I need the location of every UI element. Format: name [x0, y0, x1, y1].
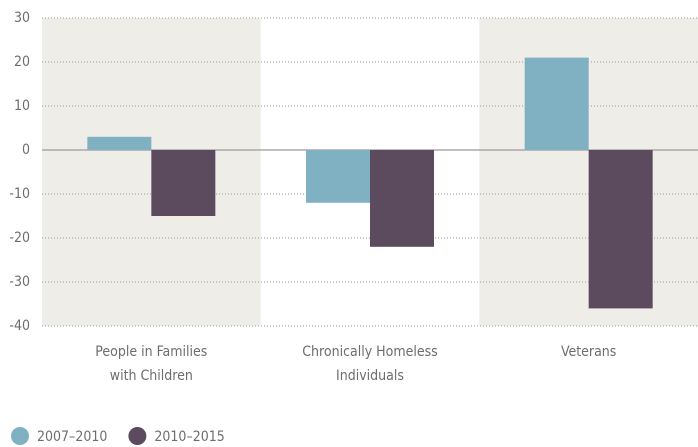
legend-label: 2007–2010 — [37, 429, 107, 445]
bar — [588, 150, 653, 309]
y-tick-label: -30 — [9, 274, 30, 290]
x-tick-label: with Children — [110, 368, 193, 384]
x-tick-label: Veterans — [561, 344, 616, 360]
y-tick-label: -40 — [9, 318, 30, 334]
legend-label: 2010–2015 — [154, 429, 224, 445]
legend-swatch — [128, 427, 147, 445]
bar — [370, 150, 434, 247]
y-tick-label: 30 — [14, 10, 30, 26]
y-tick-label: -20 — [9, 230, 30, 246]
x-tick-label: Chronically Homeless — [302, 344, 438, 360]
bar — [306, 150, 370, 203]
y-tick-label: 10 — [14, 98, 30, 114]
bar — [151, 150, 216, 216]
bar — [524, 57, 589, 150]
x-tick-label: People in Families — [95, 344, 207, 360]
legend-swatch — [11, 427, 29, 445]
bar — [87, 136, 152, 150]
y-tick-label: -10 — [9, 186, 30, 202]
y-tick-label: 0 — [22, 142, 30, 158]
y-tick-label: 20 — [14, 54, 30, 70]
x-tick-label: Individuals — [336, 368, 404, 384]
